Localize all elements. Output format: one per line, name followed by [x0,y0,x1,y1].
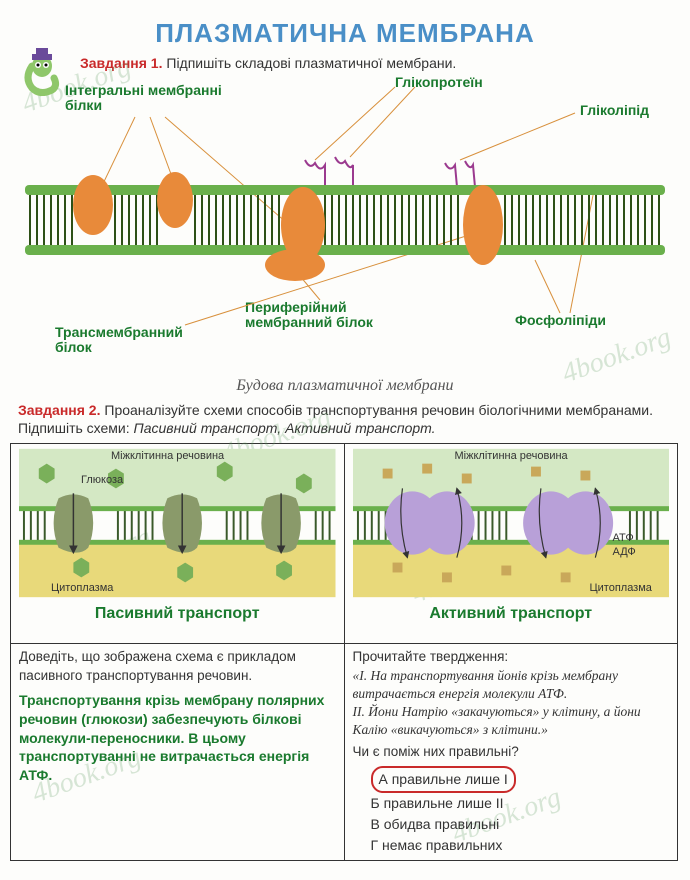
task2-line: Завдання 2. Проаналізуйте схеми способів… [18,401,672,437]
page-title: ПЛАЗМАТИЧНА МЕМБРАНА [0,0,690,49]
label-phospholipids: Фосфоліпіди [515,313,606,328]
membrane-svg [15,155,675,285]
label-glycoprotein: Глікопротеїн [395,75,483,90]
active-title: Активний транспорт [353,605,670,623]
task1-line: Завдання 1. Підпишіть складові плазматич… [80,55,620,71]
transport-table: Міжклітинна речовина Глюкоза Цитоплазма … [10,443,678,860]
choice-list: А правильне лише І Б правильне лише ІІ В… [371,766,670,856]
choice-a-text: А правильне лише І [371,766,516,793]
membrane-diagram: Інтегральні мембранні білки Глікопротеїн… [15,75,675,375]
passive-cell: Міжклітинна речовина Глюкоза Цитоплазма … [11,444,345,644]
q-left-answer: Транспортування крізь мембрану полярних … [19,691,336,785]
label-peripheral: Периферійний мембранний білок [245,300,373,331]
choice-v: В обидва правильні [371,814,670,835]
q-right-stmt2: ІІ. Йони Натрію «закачуються» у клітину,… [353,703,670,739]
passive-top-label: Міжклітинна речовина [111,450,224,462]
task2-italic: Пасивний транспорт, Активний транспорт. [134,420,436,436]
choice-g: Г немає правильних [371,835,670,856]
q-right-prompt: Прочитайте твердження: [353,648,670,666]
q-right-stmt1: «І. На транспортування йонів крізь мембр… [353,667,670,703]
choice-b: Б правильне лише ІІ [371,793,670,814]
q-right-cell: Прочитайте твердження: «І. На транспорту… [344,644,678,860]
active-top-label: Міжклітинна речовина [455,450,568,462]
passive-glucose-label: Глюкоза [81,474,123,486]
label-integral: Інтегральні мембранні білки [65,83,222,114]
membrane-caption: Будова плазматичної мембрани [0,377,690,395]
task1-text: Підпишіть складові плазматичної мембрани… [166,55,456,71]
q-left-cell: Доведіть, що зображена схема є прикладом… [11,644,345,860]
active-scheme [353,448,670,598]
label-transmembrane: Трансмембранний білок [55,325,183,356]
passive-bot-label: Цитоплазма [51,582,113,594]
passive-scheme [19,448,336,598]
active-adp-label: АДФ [613,546,636,558]
q-left-prompt: Доведіть, що зображена схема є прикладом… [19,648,336,684]
q-right-ask: Чи є поміж них правильні? [353,743,670,761]
label-glycolipid: Гліколіпід [580,103,649,118]
passive-title: Пасивний транспорт [19,605,336,623]
task1-label: Завдання 1. [80,55,162,71]
active-atp-label: АТФ [613,532,634,544]
active-bot-label: Цитоплазма [590,582,652,594]
active-cell: Міжклітинна речовина АТФ АДФ Цитоплазма … [344,444,678,644]
choice-a: А правильне лише І [371,766,670,793]
task2-label: Завдання 2. [18,402,100,418]
